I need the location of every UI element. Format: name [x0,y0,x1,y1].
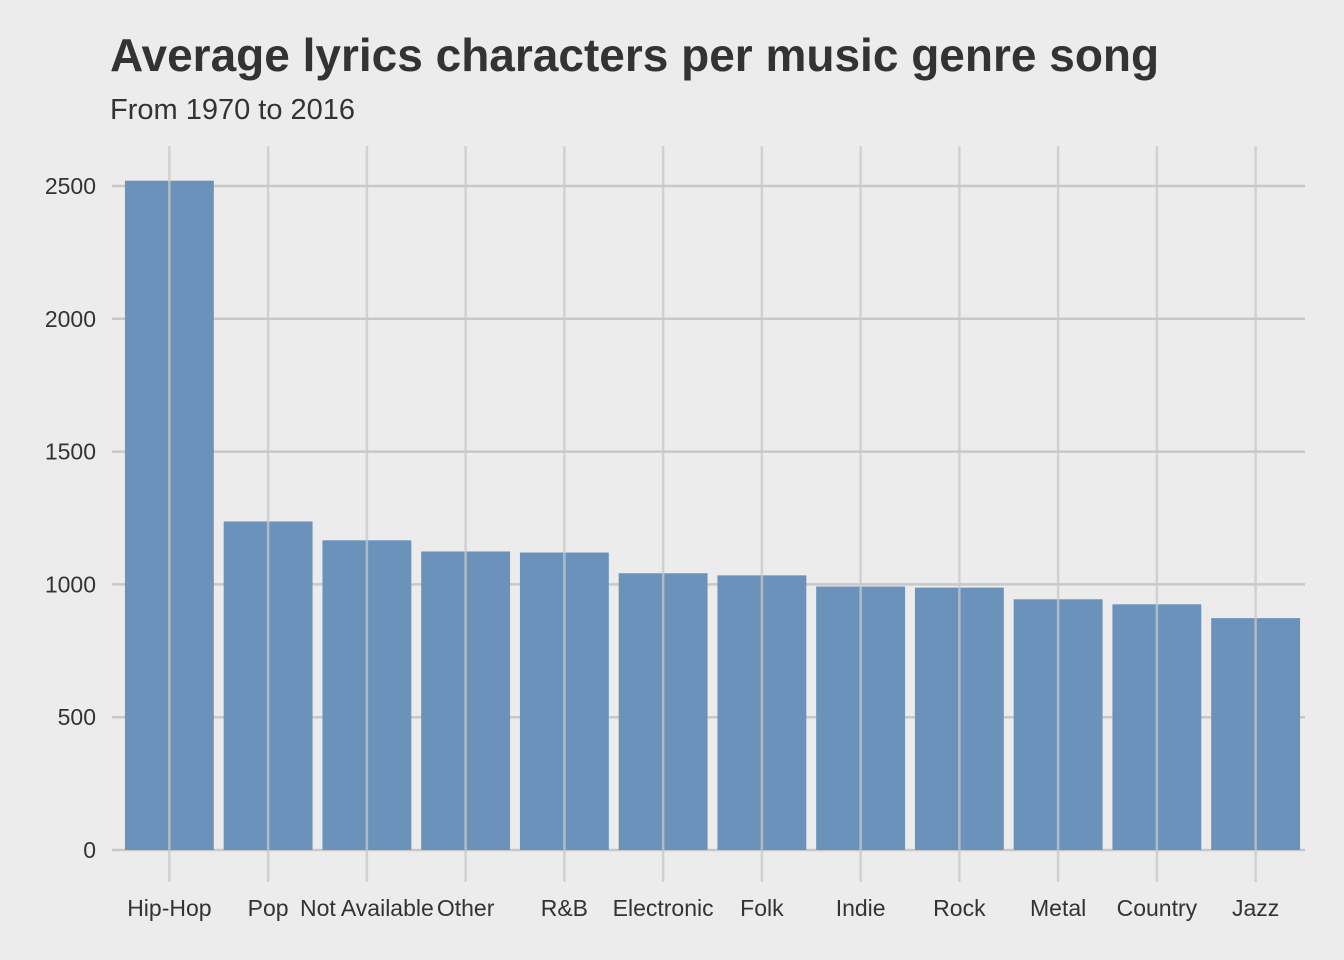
x-tick-label: Pop [248,895,289,921]
y-tick-label: 1000 [45,571,96,597]
chart-subtitle: From 1970 to 2016 [110,94,356,126]
y-tick-label: 0 [83,837,96,863]
y-tick-label: 2500 [45,173,96,199]
chart-title: Average lyrics characters per music genr… [110,29,1160,81]
x-tick-label: Indie [836,895,886,921]
y-tick-label: 1500 [45,439,96,465]
x-tick-label: Country [1117,895,1198,921]
x-tick-label: Rock [933,895,986,921]
y-axis-tick-labels: 0 500 1000 1500 2000 2500 [45,173,96,863]
x-tick-label: Metal [1030,895,1086,921]
y-tick-label: 500 [58,704,96,730]
x-tick-label: Not Available [300,895,434,921]
vertical-grid-lines [168,146,1257,882]
x-axis-tick-labels: Hip-Hop Pop Not Available Other R&B Electroni… [127,895,1279,921]
x-tick-label: R&B [541,895,588,921]
y-tick-label: 2000 [45,306,96,332]
x-tick-label: Other [437,895,495,921]
x-tick-label: Folk [740,895,784,921]
bars [124,180,1301,851]
x-tick-label: Hip-Hop [127,895,211,921]
x-tick-label: Electronic [613,895,714,921]
x-tick-label: Jazz [1232,895,1279,921]
